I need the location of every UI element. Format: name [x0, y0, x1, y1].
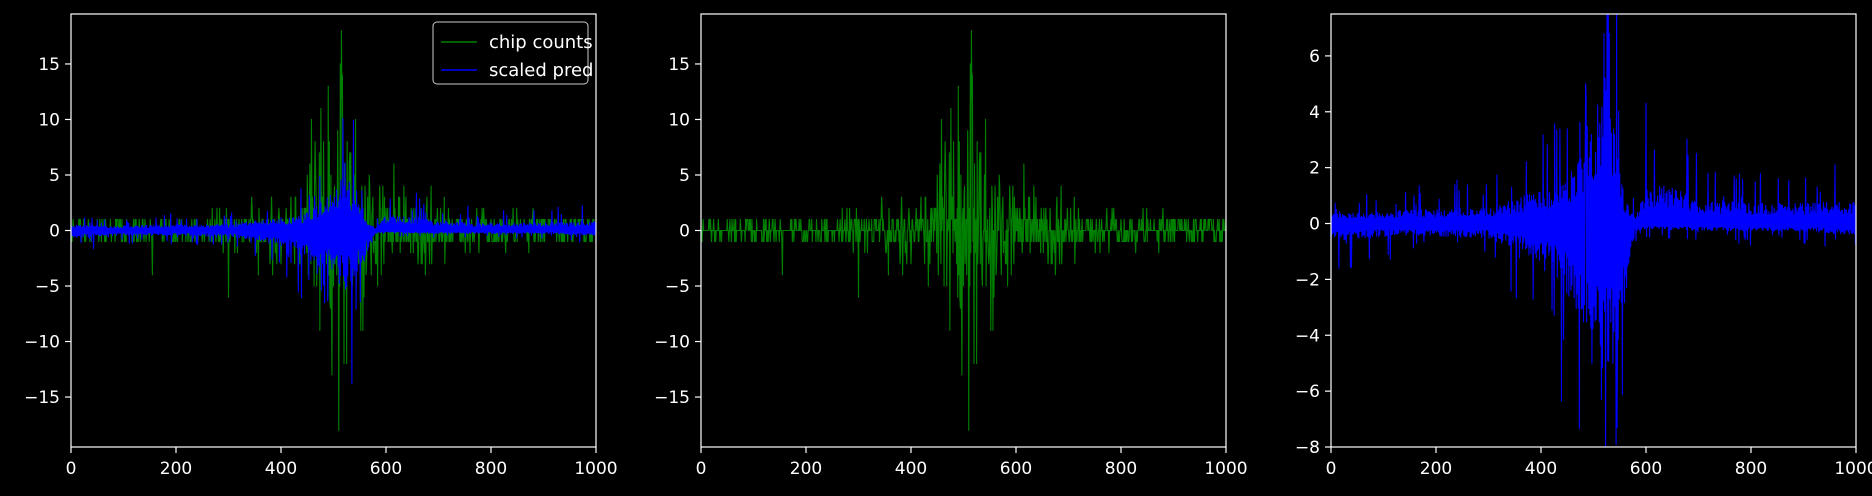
x-tick-label: 1000 [1204, 459, 1247, 479]
y-tick-label: 10 [668, 110, 690, 130]
y-tick-label: 15 [38, 55, 60, 75]
y-tick-label: −5 [35, 277, 60, 297]
y-tick-label: 4 [1309, 103, 1320, 123]
y-tick-label: 10 [38, 110, 60, 130]
x-tick-label: 400 [1525, 459, 1557, 479]
legend-label: scaled pred [489, 60, 593, 81]
plot-area [1331, 14, 1856, 447]
series-pred-line [1331, 14, 1856, 447]
x-tick-label: 200 [160, 459, 192, 479]
chart-panel-3: 0 200 400 600 800 1000 −8 −6 −4 −2 0 2 4 6 [1295, 13, 1872, 479]
chart-panel-1: 0 200 400 600 800 1000 −15 −10 −5 0 5 10 15 chip coun… [24, 13, 618, 479]
legend-label: chip counts [489, 32, 593, 53]
x-tick-label: 0 [66, 459, 77, 479]
y-tick-label: −15 [654, 388, 690, 408]
x-tick-label: 0 [696, 459, 707, 479]
y-tick-label: −10 [654, 333, 690, 353]
axes-frame [1330, 13, 1857, 448]
y-tick-label: −2 [1295, 270, 1320, 290]
y-tick-label: −10 [24, 333, 60, 353]
y-tick-label: 2 [1309, 159, 1320, 179]
y-tick-label: 5 [49, 166, 60, 186]
y-tick-label: 0 [1309, 215, 1320, 235]
plot-area [71, 30, 596, 431]
x-tick-label: 800 [1735, 459, 1767, 479]
series-scaled-pred-line [71, 117, 596, 385]
x-tick-label: 400 [265, 459, 297, 479]
y-tick-label: 5 [679, 166, 690, 186]
x-tick-label: 400 [895, 459, 927, 479]
x-tick-label: 1000 [574, 459, 617, 479]
y-tick-label: −4 [1295, 326, 1320, 346]
y-tick-label: 0 [49, 222, 60, 242]
y-tick-label: −6 [1295, 382, 1320, 402]
x-tick-label: 800 [1105, 459, 1137, 479]
legend: chip counts scaled pred [432, 21, 593, 85]
x-tick-label: 200 [790, 459, 822, 479]
chart-panel-2: 0 200 400 600 800 1000 −15 −10 −5 0 5 10 15 [654, 13, 1248, 479]
y-tick-label: −8 [1295, 438, 1320, 458]
y-tick-label: −5 [665, 277, 690, 297]
x-tick-label: 1000 [1834, 459, 1872, 479]
x-tick-label: 800 [475, 459, 507, 479]
x-tick-label: 200 [1420, 459, 1452, 479]
series-counts-line [701, 30, 1226, 431]
x-tick-label: 600 [1000, 459, 1032, 479]
y-tick-label: 0 [679, 222, 690, 242]
y-tick-label: −15 [24, 388, 60, 408]
y-tick-label: 15 [668, 55, 690, 75]
x-tick-label: 0 [1326, 459, 1337, 479]
y-tick-label: 6 [1309, 47, 1320, 67]
legend-box [432, 21, 589, 85]
x-tick-label: 600 [1630, 459, 1662, 479]
plot-area [701, 30, 1226, 431]
x-tick-label: 600 [370, 459, 402, 479]
